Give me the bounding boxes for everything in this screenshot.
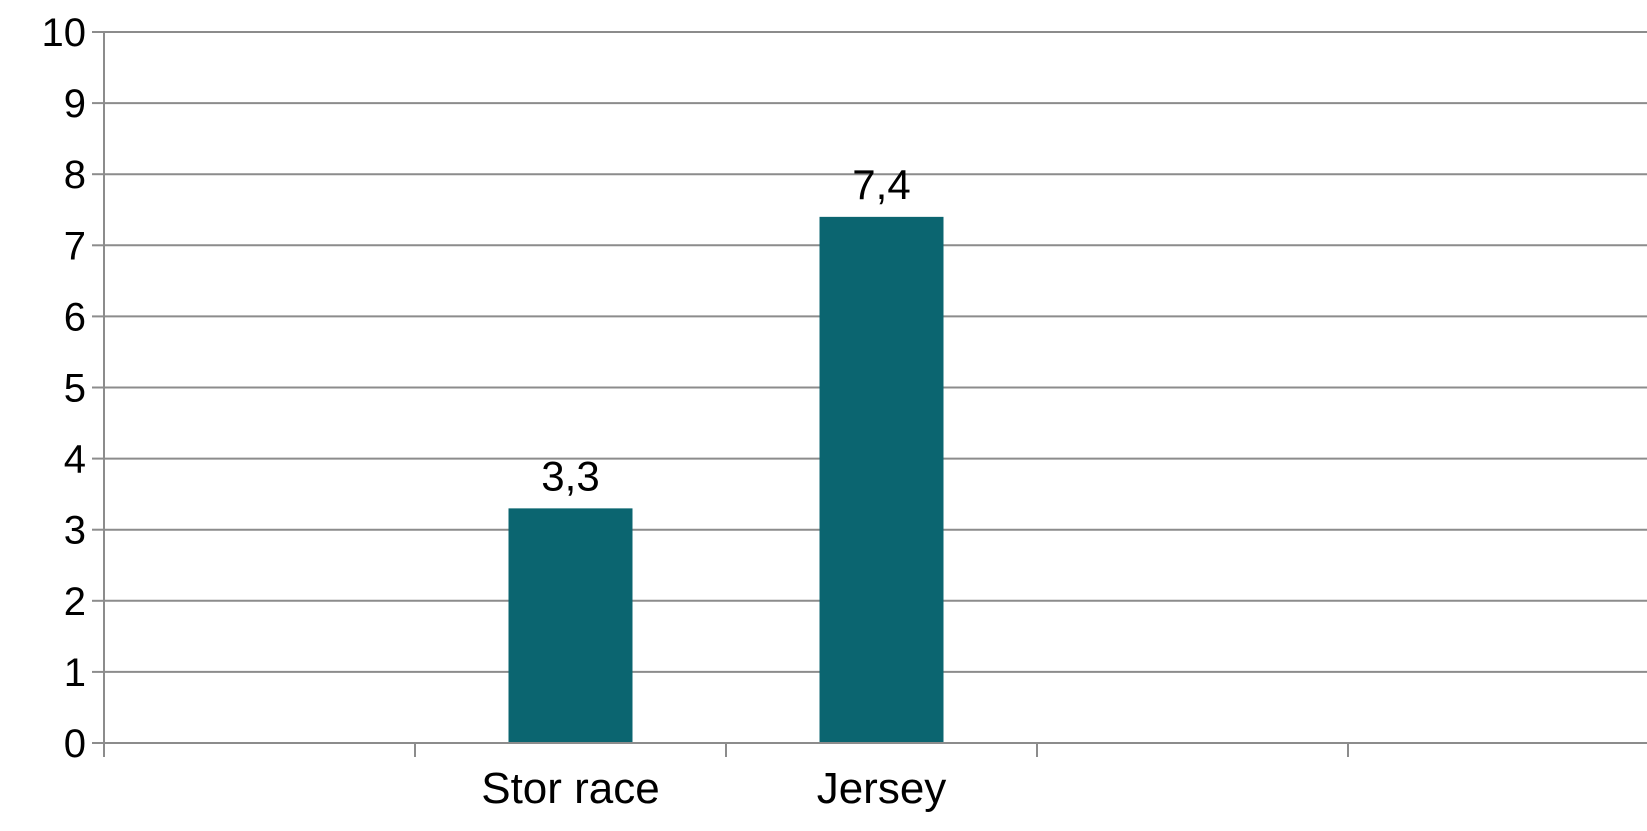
- data-label-1: 3,3: [541, 452, 599, 499]
- labels: 0 1 2 3 4 5 6 7 8 9 10 3,3 Stor race 7,4 Jersey: [42, 11, 947, 813]
- axes: [92, 31, 1647, 757]
- bar-1: [508, 508, 633, 743]
- y-tick-label-0: 0: [64, 722, 86, 766]
- y-tick-label-6: 6: [64, 295, 86, 339]
- bars: [508, 216, 944, 744]
- y-tick-label-9: 9: [64, 82, 86, 126]
- y-tick-label-10: 10: [42, 11, 87, 55]
- y-tick-label-2: 2: [64, 580, 86, 624]
- y-tick-label-4: 4: [64, 438, 86, 482]
- y-tick-label-1: 1: [64, 651, 86, 695]
- y-tick-label-8: 8: [64, 153, 86, 197]
- y-tick-label-7: 7: [64, 224, 86, 268]
- data-label-2: 7,4: [852, 161, 910, 208]
- y-tick-label-5: 5: [64, 367, 86, 411]
- y-tick-label-3: 3: [64, 509, 86, 553]
- category-label-1: Stor race: [481, 764, 660, 813]
- bar-2: [819, 216, 944, 744]
- category-label-2: Jersey: [817, 764, 947, 813]
